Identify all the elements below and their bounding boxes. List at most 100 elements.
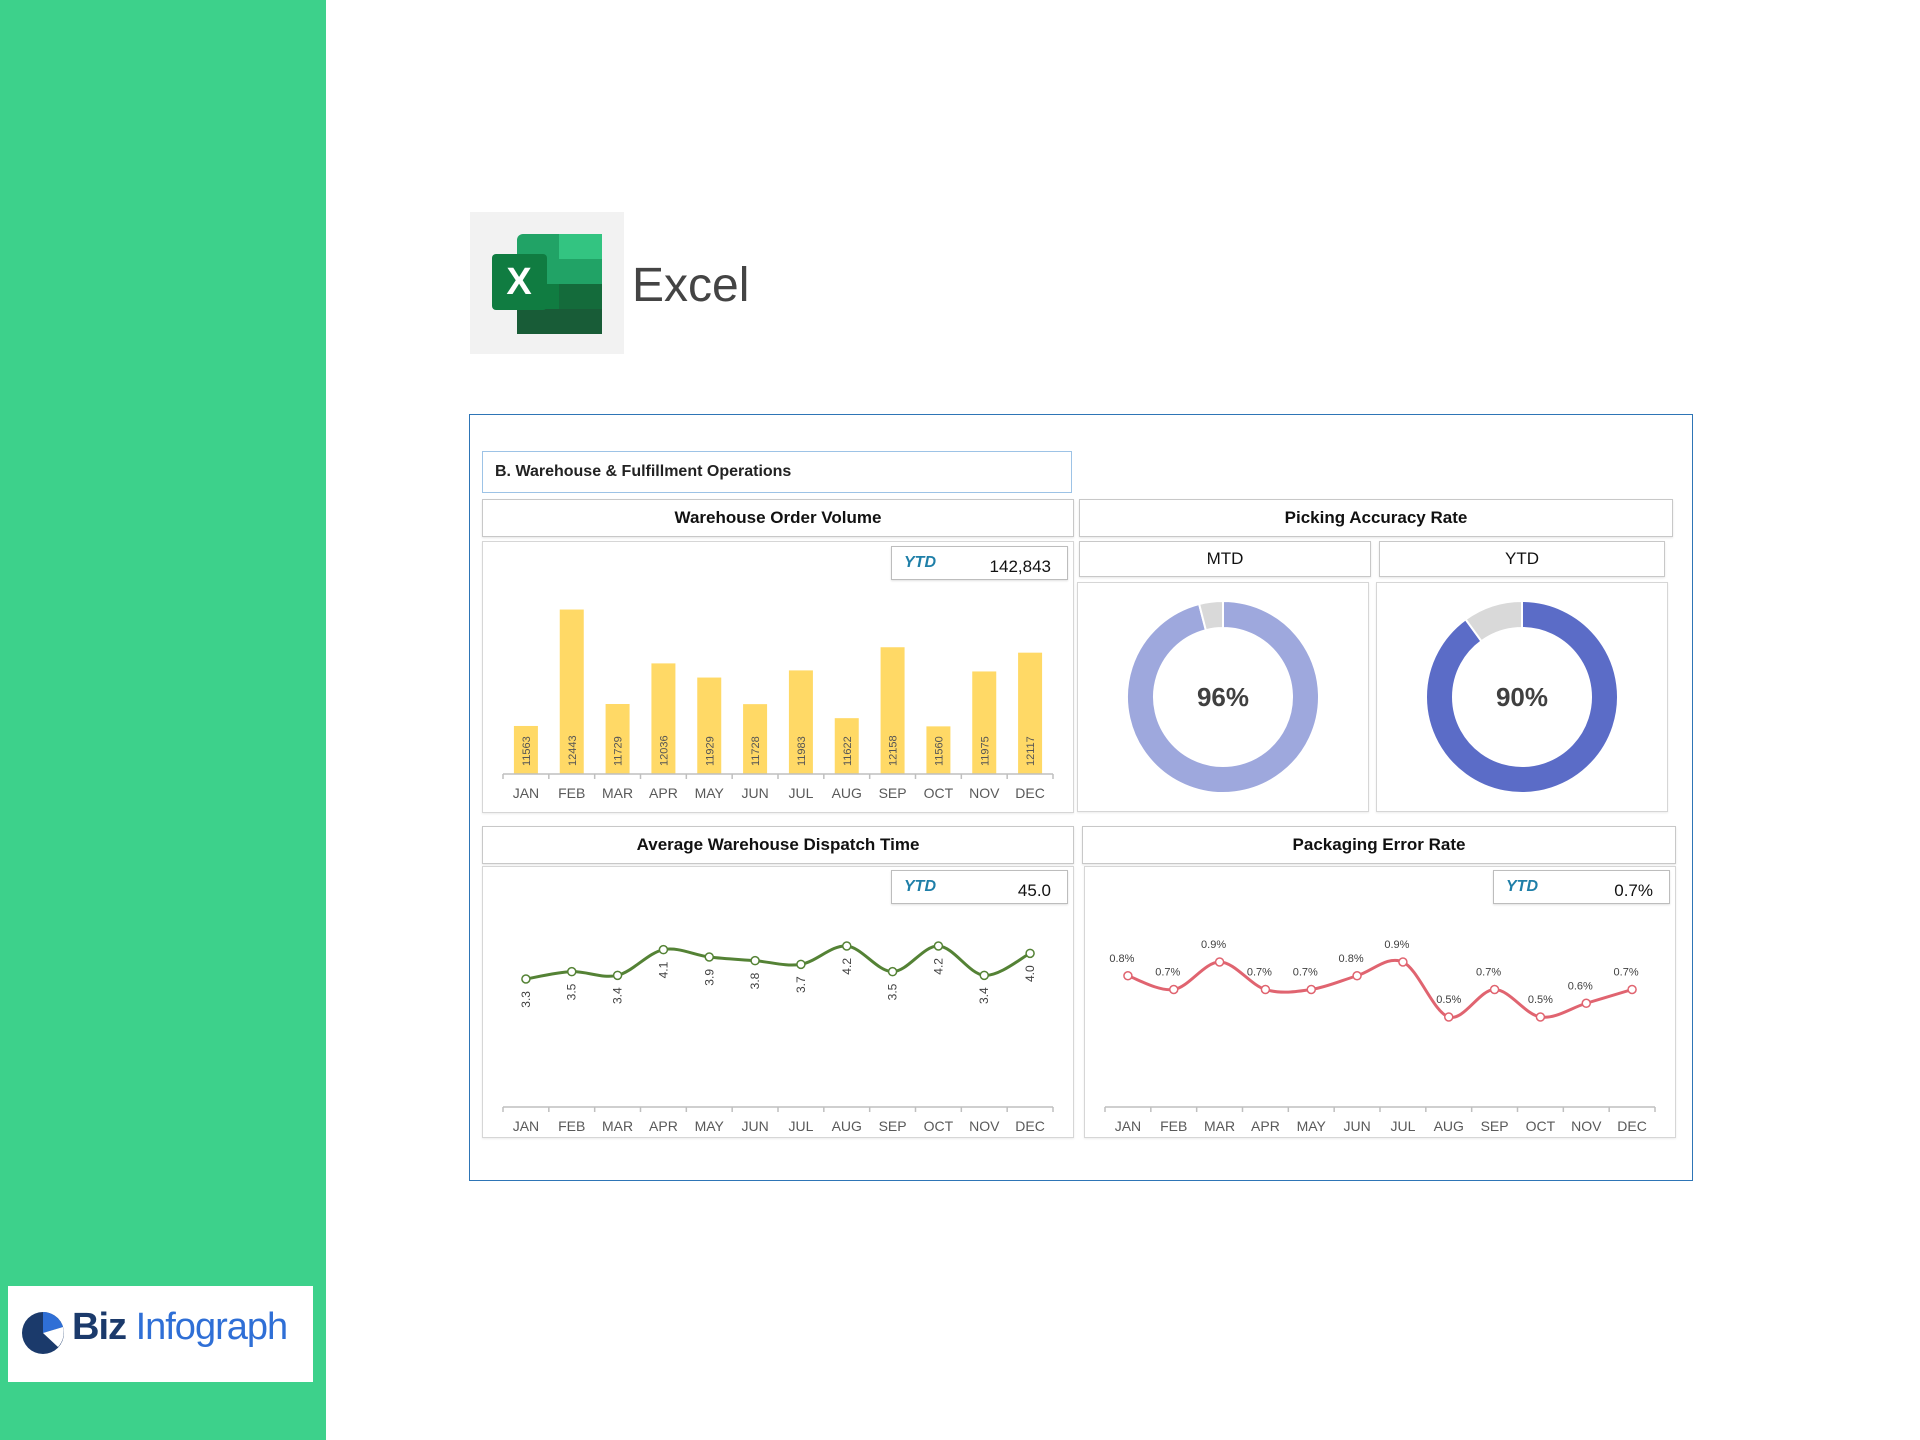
x-tick-label: JAN [1115, 1118, 1141, 1134]
excel-tile: X [470, 212, 624, 354]
excel-logo-icon: X [492, 234, 602, 334]
data-point [796, 959, 806, 970]
x-tick-label: SEP [879, 785, 907, 801]
svg-text:X: X [506, 261, 532, 303]
bar [743, 704, 768, 774]
series-line [1127, 958, 1633, 1019]
dispatch-time-title: Average Warehouse Dispatch Time [482, 826, 1074, 864]
x-tick-label: MAR [1204, 1118, 1235, 1134]
donut-remainder-slice [1464, 599, 1523, 643]
data-label: 3.4 [611, 987, 625, 1004]
data-point [567, 966, 577, 977]
data-label: 0.8% [1339, 953, 1364, 965]
bar [834, 718, 859, 774]
x-tick-label: FEB [1160, 1118, 1187, 1134]
bar-value-label: 11929 [704, 736, 716, 766]
sidebar: Biz Infograph [0, 0, 326, 1440]
dispatch-time-panel: YTD 45.0 3.3 3.5 3.4 4.1 3.9 3.8 3.7 4.2 3.5 4.2 3… [482, 866, 1074, 1138]
bar [788, 670, 813, 774]
x-tick-label: JUL [1390, 1118, 1415, 1134]
x-tick-label: DEC [1617, 1118, 1647, 1134]
donut-center-label: 90% [1496, 682, 1548, 712]
x-tick-label: OCT [1526, 1118, 1556, 1134]
picking-ytd-panel: 90% [1376, 582, 1668, 812]
series-line [525, 944, 1031, 981]
dispatch-time-chart: 3.3 3.5 3.4 4.1 3.9 3.8 3.7 4.2 3.5 4.2 3.4 4.0 JAN F… [502, 941, 1054, 1134]
data-point [979, 970, 989, 981]
bar [880, 647, 905, 774]
data-label: 0.6% [1568, 980, 1593, 992]
data-label: 0.5% [1436, 994, 1461, 1006]
order-volume-ytd-value: 142,843 [989, 557, 1051, 576]
bar [972, 671, 997, 774]
data-label: 3.5 [565, 983, 579, 1000]
bar-value-label: 12443 [567, 735, 579, 766]
data-point [1169, 984, 1179, 995]
bar [513, 725, 538, 774]
data-point [1025, 948, 1035, 959]
data-point [612, 970, 623, 981]
x-tick-label: AUG [832, 1118, 862, 1134]
bar [559, 609, 584, 774]
bar-value-label: 12036 [658, 735, 670, 766]
packaging-ytd-box: YTD 0.7% [1493, 870, 1670, 904]
x-tick-label: SEP [1481, 1118, 1509, 1134]
data-point [1581, 998, 1591, 1008]
data-label: 3.9 [702, 969, 716, 986]
bar [697, 677, 722, 774]
data-label: 0.8% [1109, 953, 1134, 965]
packaging-ytd-label: YTD [1506, 878, 1538, 895]
brand-name: Biz Infograph [72, 1306, 289, 1349]
data-label: 3.3 [519, 991, 533, 1008]
x-tick-label: FEB [558, 1118, 585, 1134]
bar-value-label: 11560 [933, 736, 945, 766]
picking-accuracy-title: Picking Accuracy Rate [1079, 499, 1673, 537]
bar-value-label: 11563 [521, 736, 533, 766]
bar-value-label: 11728 [750, 736, 762, 766]
donut-value-slice [1126, 599, 1320, 794]
picking-ytd-donut: 90% [1425, 599, 1619, 794]
bar [1018, 652, 1043, 774]
data-label: 4.2 [931, 958, 945, 975]
brand-word-2: Infograph [135, 1306, 289, 1348]
data-label: 4.2 [840, 958, 854, 975]
packaging-error-panel: YTD 0.7% 0.8% 0.7% 0.9% 0.7% 0.7% 0.8% 0.9% 0.5… [1084, 866, 1676, 1138]
x-tick-label: APR [649, 785, 678, 801]
x-tick-label: FEB [558, 785, 585, 801]
pie-logo-icon [22, 1312, 64, 1354]
data-point [1306, 984, 1316, 995]
app-name: Excel [632, 259, 750, 312]
brand-logo: Biz Infograph [8, 1286, 313, 1382]
data-point [1123, 971, 1133, 981]
x-tick-label: OCT [924, 785, 954, 801]
data-label: 3.4 [977, 987, 991, 1004]
x-tick-label: JUL [788, 785, 813, 801]
x-tick-label: MAY [695, 785, 725, 801]
dispatch-ytd-box: YTD 45.0 [891, 870, 1068, 904]
data-label: 3.8 [748, 972, 762, 989]
data-label: 0.7% [1155, 967, 1180, 979]
donut-remainder-slice [1197, 599, 1224, 632]
x-tick-label: APR [1251, 1118, 1280, 1134]
data-label: 0.9% [1201, 939, 1226, 951]
donut-center-label: 96% [1197, 682, 1249, 712]
picking-mtd-panel: 96% [1077, 582, 1369, 812]
data-label: 0.9% [1384, 939, 1409, 951]
data-label: 4.0 [1023, 965, 1037, 982]
data-point [1627, 984, 1637, 995]
data-point [887, 966, 898, 977]
packaging-ytd-value: 0.7% [1614, 881, 1653, 900]
data-label: 0.5% [1528, 994, 1553, 1006]
dispatch-ytd-label: YTD [904, 878, 936, 895]
data-label: 3.7 [794, 976, 808, 993]
x-tick-label: JAN [513, 1118, 539, 1134]
order-volume-ytd-box: YTD 142,843 [891, 546, 1068, 580]
x-tick-label: NOV [969, 1118, 1000, 1134]
bar-value-label: 11975 [979, 736, 991, 766]
data-point [1352, 971, 1362, 981]
x-tick-label: APR [649, 1118, 678, 1134]
data-label: 3.5 [886, 983, 900, 1000]
x-tick-label: MAY [1297, 1118, 1327, 1134]
order-volume-title: Warehouse Order Volume [482, 499, 1074, 537]
bar-value-label: 11729 [613, 736, 625, 766]
